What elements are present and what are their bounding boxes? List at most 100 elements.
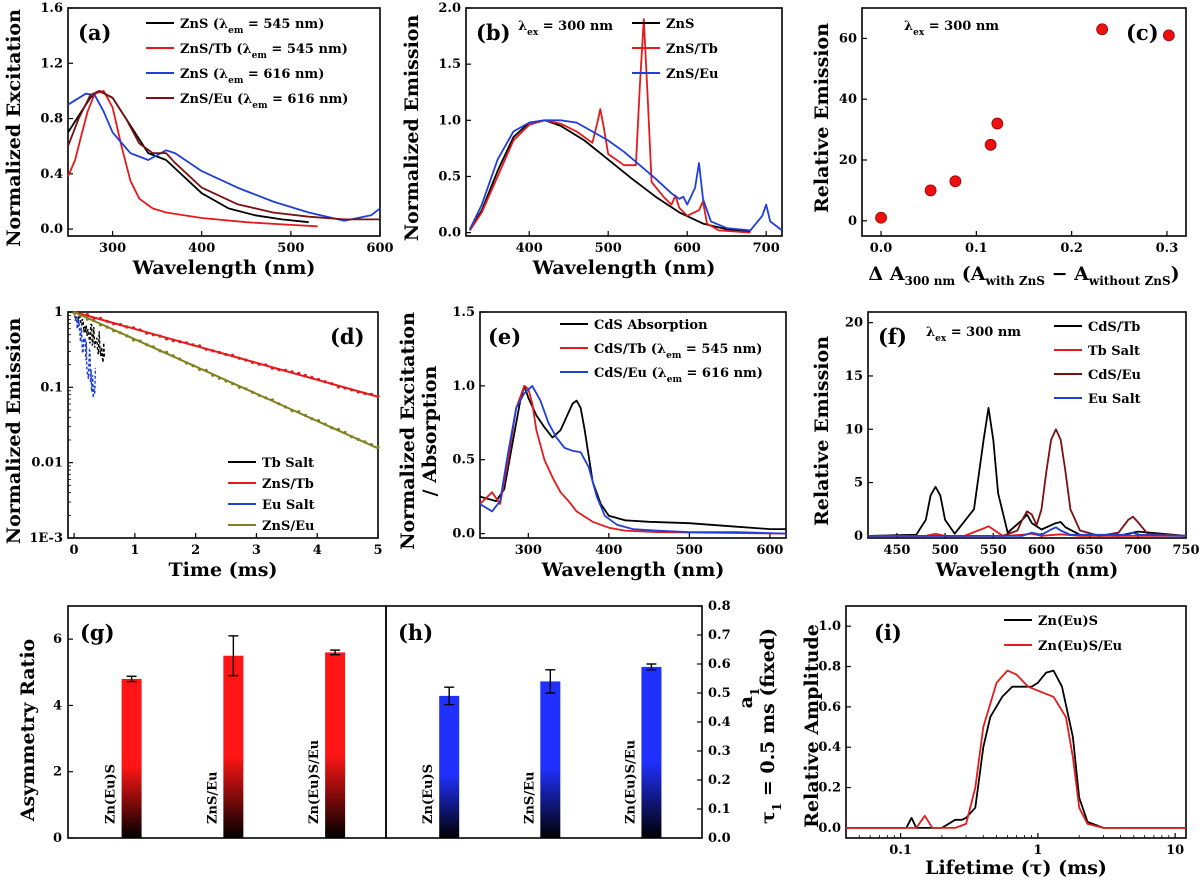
legend-label-f: CdS/Tb xyxy=(1088,320,1140,335)
x-tick-label-a: 600 xyxy=(366,241,393,256)
series-line-f xyxy=(868,526,1187,537)
y-tick-label-h: 0.3 xyxy=(708,744,731,759)
plot-frame-i xyxy=(845,605,1187,839)
panel-i: 0.1 1 10 0.0 0.2 0.4 0.6 0.8 1.0 (i) Zn(Eu)S Zn(Eu)… xyxy=(801,605,1187,879)
x-axis-label-f: Wavelength (nm) xyxy=(935,559,1119,581)
x-axis-label-b: Wavelength (nm) xyxy=(532,257,716,279)
y-tick-label-g: 4 xyxy=(53,698,62,713)
x-tick-label-f: 700 xyxy=(1124,543,1151,558)
x-tick-label-f: 500 xyxy=(932,543,959,558)
y-tick-label-b: 0.5 xyxy=(438,169,461,184)
legend-label-d: ZnS/Tb xyxy=(262,477,314,492)
y-tick-label-c: 20 xyxy=(839,153,857,168)
x-tick-label-a: 400 xyxy=(188,241,215,256)
y-tick-label-d: 1 xyxy=(54,305,63,320)
x-tick-label-d: 4 xyxy=(313,543,322,558)
y-tick-label-i: 0.8 xyxy=(818,660,841,675)
y-axis-label-i: Relative Amplitude xyxy=(801,624,823,828)
y-tick-label-i: 1.0 xyxy=(818,619,841,634)
bar-g xyxy=(223,655,244,838)
panel-e: 300 400 500 600 0.0 0.5 1.0 1.5 (e) CdS Absorptio… xyxy=(397,305,787,581)
y-tick-label-i: 0.2 xyxy=(818,781,841,796)
legend-label-a: ZnS/Eu (λem = 616 nm) xyxy=(180,92,348,111)
scatter-point-c xyxy=(1162,29,1175,42)
bar-h xyxy=(439,695,460,838)
y-axis-label-c: Relative Emission xyxy=(811,23,833,213)
bar-g xyxy=(121,678,142,838)
y-tick-label-e: 0.0 xyxy=(452,527,475,542)
bar-h xyxy=(641,666,662,838)
y-tick-label-h: 0.2 xyxy=(708,773,731,788)
panel-label-b: (b) xyxy=(476,20,511,45)
x-tick-label-f: 550 xyxy=(980,543,1007,558)
x-axis-label-a: Wavelength (nm) xyxy=(132,257,316,279)
series-line-a xyxy=(67,90,309,224)
scatter-point-c xyxy=(949,175,962,188)
x-tick-label-d: 2 xyxy=(191,543,200,558)
panel-label-d: (d) xyxy=(330,324,365,349)
panel-label-a: (a) xyxy=(78,20,111,45)
plot-frame-d xyxy=(67,311,379,539)
scatter-point-c xyxy=(924,184,937,197)
x-tick-label-d: 1 xyxy=(130,543,139,558)
x-tick-label-c: 0.2 xyxy=(1060,241,1083,256)
x-tick-label-c: 0.0 xyxy=(870,241,893,256)
y-axis-label-f: Relative Emission xyxy=(811,336,833,526)
y-tick-label-d: 0.01 xyxy=(31,456,63,471)
scatter-point-c xyxy=(984,138,997,151)
legend-label-d: Eu Salt xyxy=(262,498,315,513)
y-tick-label-i: 0.4 xyxy=(818,740,841,755)
y-axis-label-a: Normalized Excitation xyxy=(3,9,25,247)
legend-label-b: ZnS xyxy=(666,17,694,32)
x-tick-label-b: 400 xyxy=(516,241,543,256)
x-tick-label-i: 10 xyxy=(1166,843,1184,858)
series-line-e xyxy=(479,384,786,530)
x-tick-label-b: 700 xyxy=(753,241,780,256)
y-tick-label-b: 1.0 xyxy=(438,113,461,128)
legend-label-f: Tb Salt xyxy=(1088,344,1140,359)
x-tick-label-f: 650 xyxy=(1076,543,1103,558)
x-tick-label-d: 0 xyxy=(70,543,79,558)
panel-g: 0 2 4 6 Zn(Eu)S ZnS/Eu Zn(Eu)S/Eu (g) Asymmetry … xyxy=(17,605,387,846)
panel-f: 450 500 550 600 650 700 750 0 5 10 15 20 (f) λex = 30… xyxy=(811,311,1200,581)
y-tick-label-d: 0.1 xyxy=(40,380,63,395)
y-tick-label-h: 0.0 xyxy=(708,831,731,846)
y-tick-label-a: 1.2 xyxy=(40,56,63,71)
x-tick-label-e: 500 xyxy=(676,543,703,558)
y-tick-label-b: 2.0 xyxy=(438,1,461,16)
x-axis-label-e: Wavelength (nm) xyxy=(541,559,725,581)
bar-h xyxy=(540,681,561,838)
scatter-point-c xyxy=(875,211,887,224)
panel-h: 0.0 0.1 0.2 0.3 0.4 0.5 0.6 0.7 0.8 Zn(Eu)S ZnS/Eu… xyxy=(385,599,784,846)
panel-c: 0.0 0.1 0.2 0.3 0 20 40 60 (c) λex = 300 nm Δ A300… xyxy=(811,7,1187,288)
y-tick-label-c: 40 xyxy=(839,92,857,107)
y-tick-label-e: 1.5 xyxy=(452,305,475,320)
y-tick-label-a: 0.4 xyxy=(40,167,63,182)
y-axis-label2-h: τ1 = 0.5 ms (fixed) xyxy=(757,628,784,824)
x-tick-label-a: 300 xyxy=(99,241,126,256)
series-line-e xyxy=(479,384,787,535)
plot-frame-c xyxy=(861,7,1187,237)
legend-label-i: Zn(Eu)S xyxy=(1038,614,1098,629)
series-line-f xyxy=(868,428,1187,537)
y-tick-label-e: 1.0 xyxy=(452,379,475,394)
legend-label-e: CdS Absorption xyxy=(594,318,708,333)
y-tick-label-f: 0 xyxy=(854,529,863,544)
x-tick-label-b: 500 xyxy=(595,241,622,256)
legend-label-a: ZnS (λem = 616 nm) xyxy=(180,67,324,86)
y-axis-label-d: Normalized Emission xyxy=(3,318,25,545)
legend-label-f: Eu Salt xyxy=(1088,392,1141,407)
y-tick-label-c: 0 xyxy=(848,214,857,229)
series-line-i xyxy=(846,669,1186,829)
bar-g xyxy=(325,652,346,838)
y-tick-label-h: 0.4 xyxy=(708,715,731,730)
panel-label-f: (f) xyxy=(878,324,907,349)
panel-label-h: (h) xyxy=(398,620,433,645)
series-line-e xyxy=(479,384,787,535)
y-axis-label-e: Normalized Excitation xyxy=(397,312,419,550)
legend-label-b: ZnS/Tb xyxy=(666,42,718,57)
legend-label-e: CdS/Tb (λem = 545 nm) xyxy=(594,342,762,361)
x-tick-label-e: 600 xyxy=(756,543,783,558)
annotation-f: λex = 300 nm xyxy=(926,325,1021,344)
